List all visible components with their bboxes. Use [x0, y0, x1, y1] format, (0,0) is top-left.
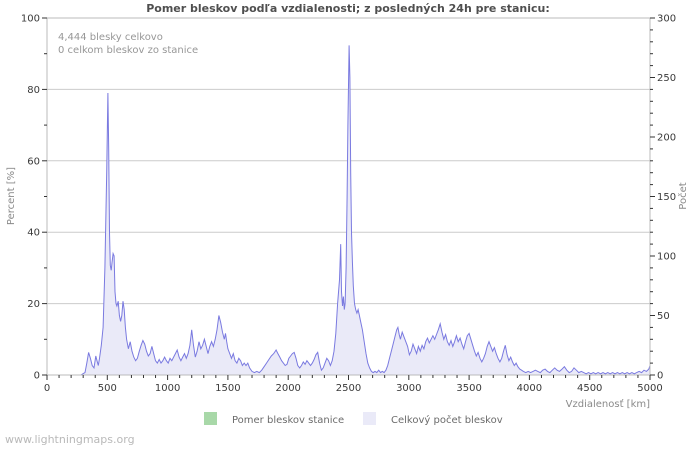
svg-text:3000: 3000 — [396, 383, 421, 394]
x-axis-title: Vzdialenosť [km] — [566, 398, 650, 410]
svg-text:250: 250 — [657, 73, 676, 84]
svg-text:4500: 4500 — [577, 383, 602, 394]
svg-text:5000: 5000 — [637, 383, 662, 394]
legend-swatch-total-count — [363, 412, 376, 425]
series-area — [47, 45, 651, 376]
annotation-total-strikes: 4,444 blesky celkovo — [58, 32, 163, 43]
legend-label-station-ratio: Pomer bleskov stanice — [232, 415, 344, 426]
legend: Pomer bleskov stanice Celkový počet bles… — [204, 412, 503, 426]
svg-text:80: 80 — [27, 85, 40, 96]
svg-text:2000: 2000 — [275, 383, 300, 394]
legend-item-total-count: Celkový počet bleskov — [363, 412, 503, 426]
legend-item-station-ratio: Pomer bleskov stanice — [204, 412, 344, 426]
svg-text:100: 100 — [21, 14, 40, 25]
svg-text:2500: 2500 — [336, 383, 361, 394]
svg-text:20: 20 — [27, 299, 40, 310]
svg-text:500: 500 — [98, 383, 117, 394]
svg-text:0: 0 — [657, 371, 663, 382]
svg-text:60: 60 — [27, 156, 40, 167]
y-left-axis-title: Percent [%] — [6, 167, 17, 225]
svg-text:50: 50 — [657, 311, 670, 322]
chart-title: Pomer bleskov podľa vzdialenosti; z posl… — [146, 2, 550, 15]
svg-text:40: 40 — [27, 228, 40, 239]
svg-text:1000: 1000 — [155, 383, 180, 394]
svg-text:0: 0 — [34, 371, 40, 382]
svg-text:4000: 4000 — [517, 383, 542, 394]
watermark: www.lightningmaps.org — [5, 433, 135, 446]
svg-text:300: 300 — [657, 14, 676, 25]
axis-ticks — [42, 17, 655, 380]
svg-text:100: 100 — [657, 252, 676, 263]
svg-text:1500: 1500 — [215, 383, 240, 394]
annotation-station-strikes: 0 celkom bleskov zo stanice — [58, 45, 198, 56]
svg-text:0: 0 — [44, 383, 50, 394]
legend-swatch-station-ratio — [204, 412, 217, 425]
axis-tick-labels: 0 500 1000 1500 2000 2500 3000 3500 4000 4500 5000… — [21, 14, 676, 395]
legend-label-total-count: Celkový počet bleskov — [391, 414, 503, 426]
svg-text:3500: 3500 — [456, 383, 481, 394]
y-right-axis-title: Počet — [677, 182, 689, 209]
svg-text:150: 150 — [657, 192, 676, 203]
svg-text:200: 200 — [657, 133, 676, 144]
